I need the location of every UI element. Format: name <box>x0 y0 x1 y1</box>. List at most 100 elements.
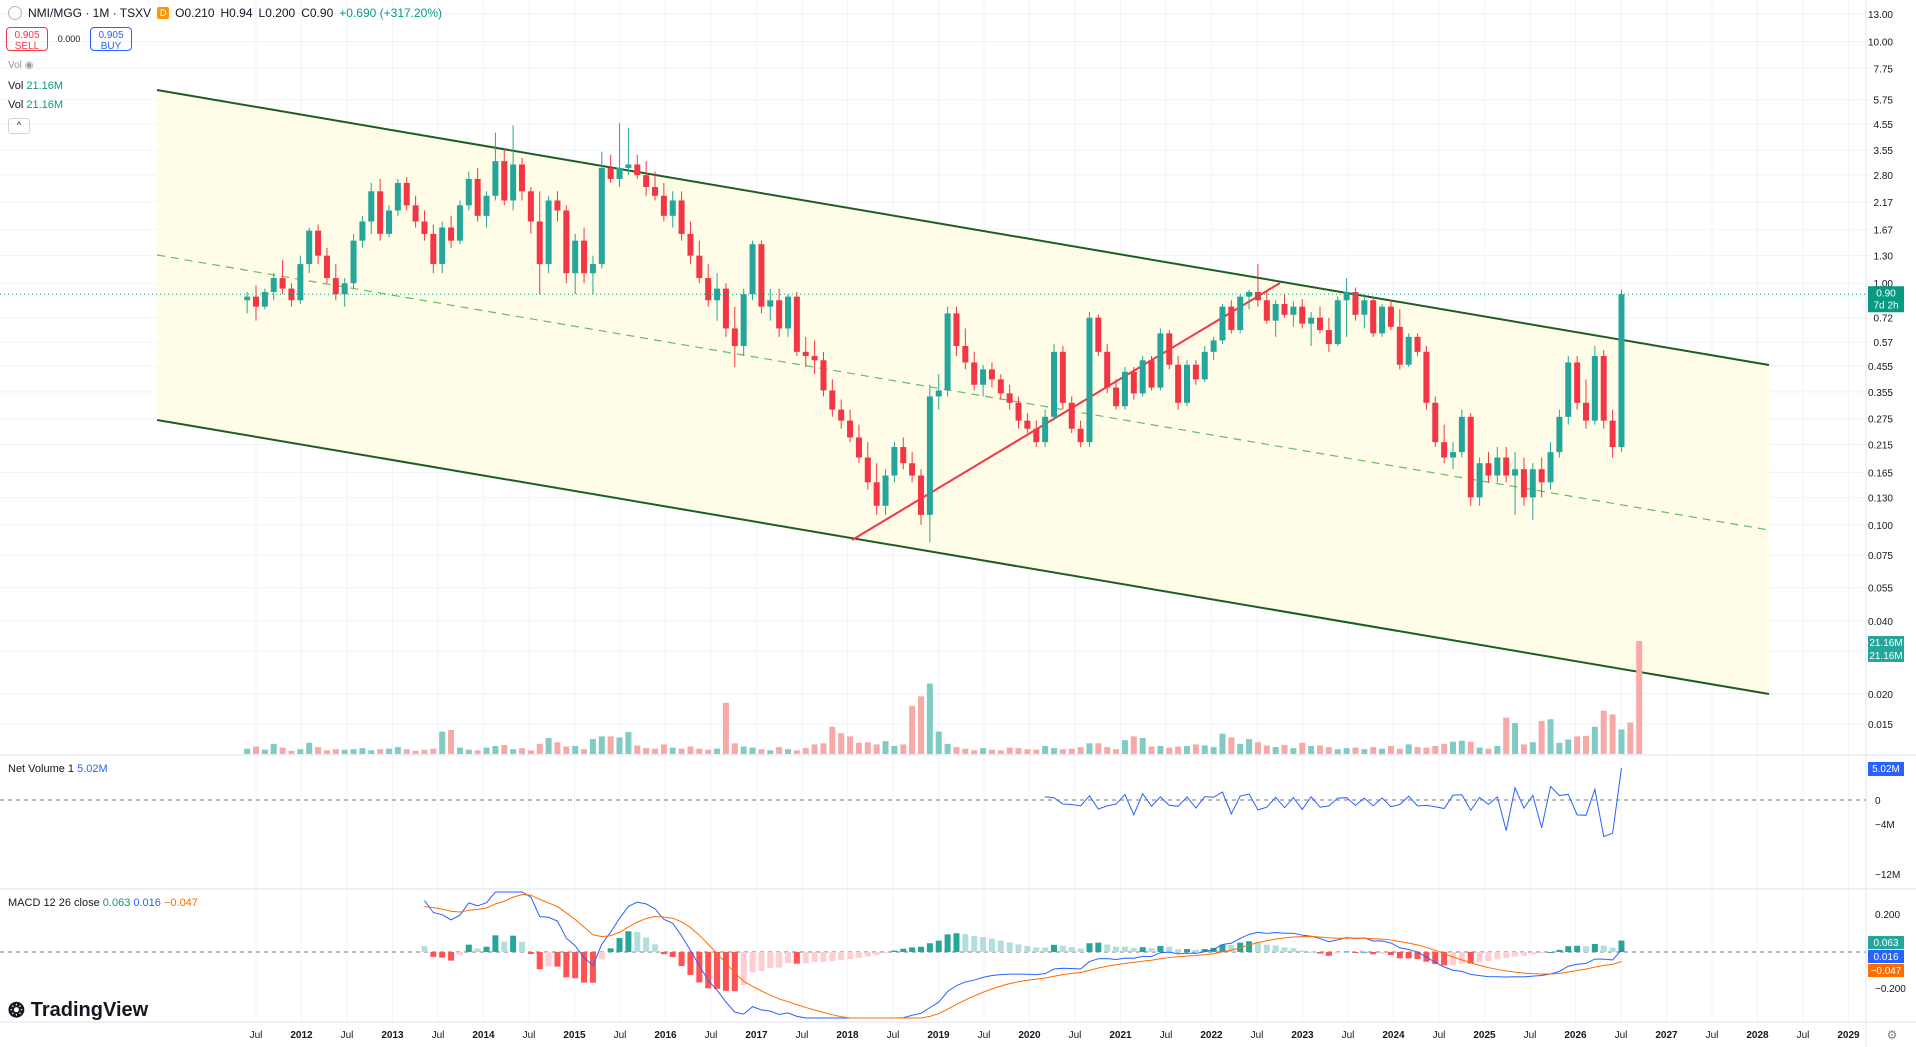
volume-bar <box>1077 747 1084 754</box>
candle-body <box>589 264 596 274</box>
candle-body <box>953 313 960 346</box>
volume-bar <box>1361 749 1368 754</box>
candle-body <box>1334 300 1341 345</box>
candle-body <box>519 164 525 192</box>
macd-hist-bar <box>1033 947 1040 952</box>
macd-tag-value: 0.063 <box>1873 938 1898 949</box>
volume-bar <box>1121 740 1128 754</box>
volume-bar <box>1086 743 1093 754</box>
price-axis-label: 3.55 <box>1874 146 1894 157</box>
candle-body <box>368 191 375 222</box>
volume-legend-1[interactable]: Vol 21.16M <box>8 80 63 92</box>
volume-bar <box>1042 745 1049 754</box>
net-volume-legend[interactable]: Net Volume 1 5.02M <box>8 763 108 775</box>
candle-body <box>1219 306 1226 341</box>
candle-body <box>483 195 490 216</box>
volume-bar <box>643 748 650 754</box>
time-axis-label: 2029 <box>1837 1030 1860 1041</box>
macd-hist-bar <box>1547 951 1554 953</box>
macd-axis-label: 0.200 <box>1875 910 1900 921</box>
volume-bar <box>1068 748 1075 754</box>
candle-body <box>1503 457 1510 476</box>
candle-body <box>1290 306 1297 315</box>
volume-bar <box>1591 726 1598 754</box>
macd-hist-bar <box>1139 947 1146 952</box>
candle-body <box>377 191 384 234</box>
candle-body <box>1121 371 1128 407</box>
candle-body <box>749 244 756 295</box>
candle-body <box>1024 420 1031 429</box>
net-volume-axis-label: −12M <box>1875 870 1900 881</box>
time-axis-label: Jul <box>1160 1030 1173 1041</box>
price-axis-label: 0.100 <box>1868 521 1893 532</box>
time-axis-label: 2012 <box>290 1030 313 1041</box>
candle-body <box>873 482 880 506</box>
candle-body <box>1246 291 1253 297</box>
price-axis-label: 2.17 <box>1874 198 1894 209</box>
candle-body <box>634 164 641 176</box>
eye-off-icon[interactable]: ◉ <box>24 60 34 71</box>
macd-hist-bar <box>740 952 747 985</box>
volume-bar <box>891 745 898 754</box>
volume-bar <box>1485 748 1492 754</box>
time-axis-label: 2018 <box>836 1030 859 1041</box>
settings-gear-icon: ⚙ <box>1887 1028 1898 1042</box>
candle-body <box>625 164 632 168</box>
volume-bar <box>412 750 419 754</box>
tradingview-logo[interactable]: ❂ TradingView <box>8 998 148 1023</box>
macd-hist-bar <box>1059 945 1066 952</box>
candle-body <box>864 457 871 483</box>
channel-upper-line <box>156 89 1770 366</box>
candle-body <box>1237 296 1244 331</box>
candle-body <box>1166 333 1173 365</box>
volume-legend-2[interactable]: Vol 21.16M <box>8 99 63 111</box>
volume-bar <box>1308 745 1315 754</box>
volume-visibility-row[interactable]: Vol ◉ <box>8 60 33 71</box>
volume-bar <box>368 750 375 754</box>
volume-bar <box>1290 748 1297 754</box>
macd-hist-bar <box>918 946 924 952</box>
volume-bar <box>616 737 623 754</box>
candle-body <box>1042 416 1049 443</box>
volume-bars <box>244 641 1643 754</box>
candle-body <box>1068 402 1075 429</box>
volume-bar <box>793 750 800 754</box>
price-axis-label: 13.00 <box>1868 10 1893 21</box>
volume-bar <box>687 746 694 754</box>
macd-hist-bar <box>1086 943 1093 952</box>
candle-body <box>855 437 862 458</box>
macd-hist-bar <box>660 952 667 955</box>
vol-value: 21.16M <box>26 99 64 111</box>
candle-body <box>1520 469 1527 498</box>
candle-body <box>1476 463 1483 498</box>
volume-bar <box>1432 745 1439 754</box>
macd-hist-bar <box>519 941 525 952</box>
macd-legend[interactable]: MACD 12 26 close 0.063 0.016 −0.047 <box>8 897 198 909</box>
macd-hist-bar <box>501 941 508 952</box>
volume-bar <box>1636 641 1643 754</box>
volume-bar <box>350 749 357 754</box>
symbol-title[interactable]: NMI/MGG · 1M · TSXV <box>28 6 152 20</box>
volume-bar <box>1113 749 1120 754</box>
candle-body <box>731 328 738 346</box>
macd-hist-bar <box>1458 952 1465 964</box>
candle-body <box>341 283 348 295</box>
time-axis-label: 2027 <box>1655 1030 1678 1041</box>
volume-bar <box>847 736 854 754</box>
collapse-legend-button[interactable]: ^ <box>8 118 30 134</box>
time-axis-label: Jul <box>1615 1030 1628 1041</box>
volume-bar <box>386 748 392 754</box>
buy-button[interactable]: 0.905 BUY <box>90 27 132 52</box>
candle-body <box>900 447 907 464</box>
sell-button[interactable]: 0.905 SELL <box>6 27 48 52</box>
vol-value: 21.16M <box>26 80 64 92</box>
price-axis-label: 5.75 <box>1874 96 1894 107</box>
macd-hist-bar <box>1600 945 1607 952</box>
candle-body <box>776 300 783 329</box>
macd-hist-bar <box>749 952 756 973</box>
delayed-badge: D <box>157 7 170 19</box>
macd-hist-bar <box>1077 948 1084 952</box>
candle-body <box>1228 306 1235 331</box>
volume-bar <box>634 745 641 754</box>
